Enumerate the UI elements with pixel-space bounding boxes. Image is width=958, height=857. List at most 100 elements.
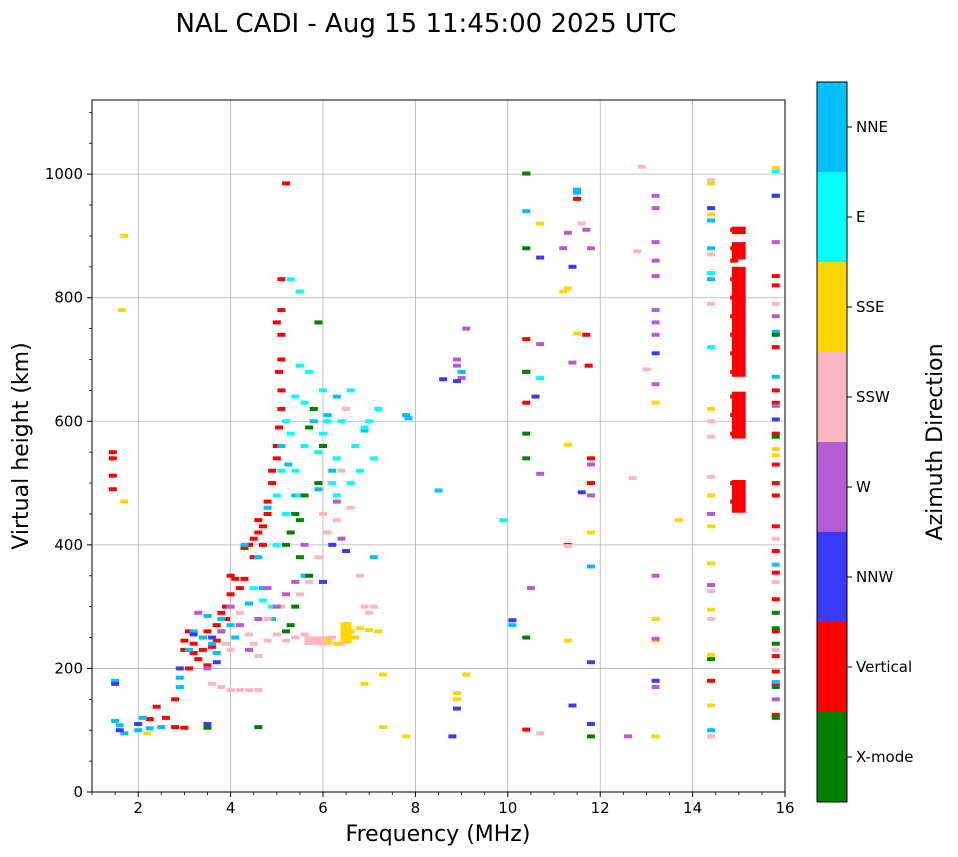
echo-point: [254, 688, 263, 693]
echo-point: [771, 712, 780, 717]
echo-point: [404, 416, 413, 421]
echo-point: [134, 728, 143, 733]
echo-point: [568, 360, 577, 365]
echo-point: [355, 573, 364, 578]
echo-point: [771, 403, 780, 408]
echo-point: [651, 332, 660, 337]
echo-point: [282, 542, 291, 547]
echo-point: [268, 617, 277, 621]
echo-point: [452, 379, 461, 384]
echo-point: [175, 684, 184, 689]
echo-point: [282, 181, 291, 186]
echo-point: [300, 573, 309, 578]
echo-point: [314, 320, 323, 325]
echo-point: [332, 493, 341, 498]
y-tick-label: 600: [54, 412, 83, 430]
echo-block-vertical: [731, 242, 746, 260]
echo-point: [203, 725, 212, 730]
echo-point: [379, 672, 388, 677]
echo-point: [707, 246, 716, 251]
echo-point: [198, 647, 207, 652]
series-w: [194, 193, 780, 739]
echo-point: [342, 406, 351, 411]
echo-point: [452, 706, 461, 711]
echo-point: [771, 447, 780, 452]
echo-point: [531, 394, 540, 399]
echo-point: [771, 629, 780, 634]
echo-point: [536, 221, 545, 226]
echo-point: [355, 468, 364, 473]
echo-point: [707, 607, 716, 612]
echo-point: [771, 283, 780, 288]
echo-point: [245, 601, 254, 606]
echo-point: [277, 388, 286, 393]
echo-point: [291, 604, 300, 609]
echo-point: [771, 647, 780, 652]
echo-point: [272, 493, 281, 498]
echo-point: [115, 728, 124, 733]
echo-point: [332, 456, 341, 461]
echo-point: [651, 636, 660, 641]
echo-point: [771, 400, 780, 405]
echo-point: [346, 629, 355, 634]
colorbar-swatch-w: [817, 442, 847, 532]
echo-point: [180, 725, 189, 730]
echo-point: [707, 678, 716, 683]
echo-point: [323, 413, 332, 418]
echo-point: [108, 473, 117, 478]
colorbar-swatch-e: [817, 172, 847, 262]
echo-point: [208, 641, 217, 646]
echo-point: [108, 456, 117, 461]
echo-point: [586, 481, 595, 486]
echo-point: [730, 258, 739, 263]
echo-point: [771, 453, 780, 458]
echo-point: [235, 623, 244, 628]
y-tick-label: 1000: [45, 165, 83, 183]
echo-point: [258, 598, 267, 603]
echo-point: [295, 592, 304, 597]
echo-point: [771, 332, 780, 337]
colorbar-label: SSW: [856, 388, 890, 406]
echo-point: [526, 586, 535, 591]
echo-point: [651, 193, 660, 198]
echo-point: [563, 544, 572, 549]
echo-point: [462, 326, 471, 331]
echo-point: [771, 597, 780, 602]
x-tick-label: 4: [226, 799, 236, 817]
echo-point: [771, 240, 780, 245]
y-tick-label: 800: [54, 289, 83, 307]
echo-point: [203, 666, 212, 671]
echo-point: [323, 530, 332, 535]
echo-point: [305, 425, 314, 430]
echo-point: [277, 308, 286, 313]
echo-point: [707, 728, 716, 733]
echo-point: [291, 394, 300, 399]
echo-point: [226, 604, 235, 609]
echo-point: [651, 240, 660, 245]
echo-point: [346, 481, 355, 486]
echo-point: [221, 604, 230, 609]
echo-point: [707, 271, 716, 275]
echo-point: [379, 725, 388, 730]
echo-point: [240, 545, 249, 550]
y-tick-label: 400: [54, 536, 83, 554]
echo-point: [771, 431, 780, 436]
plot-area: 2 4 6 8 10 12 14 16 0 200 400 600 800 1000: [45, 99, 795, 817]
series-nne: [111, 187, 780, 736]
echo-point: [457, 376, 466, 381]
echo-point: [171, 697, 180, 702]
echo-point: [275, 369, 284, 374]
echo-point: [300, 444, 309, 448]
echo-point: [522, 456, 531, 461]
echo-point: [249, 586, 258, 591]
echo-point: [771, 562, 780, 567]
echo-point: [249, 536, 258, 541]
echo-point: [522, 246, 531, 251]
echo-point: [586, 660, 595, 665]
x-tick-label: 6: [318, 799, 328, 817]
echo-point: [342, 632, 351, 637]
echo-point: [651, 678, 660, 683]
echo-point: [651, 206, 660, 211]
echo-point: [111, 718, 120, 723]
echo-point: [272, 320, 281, 325]
